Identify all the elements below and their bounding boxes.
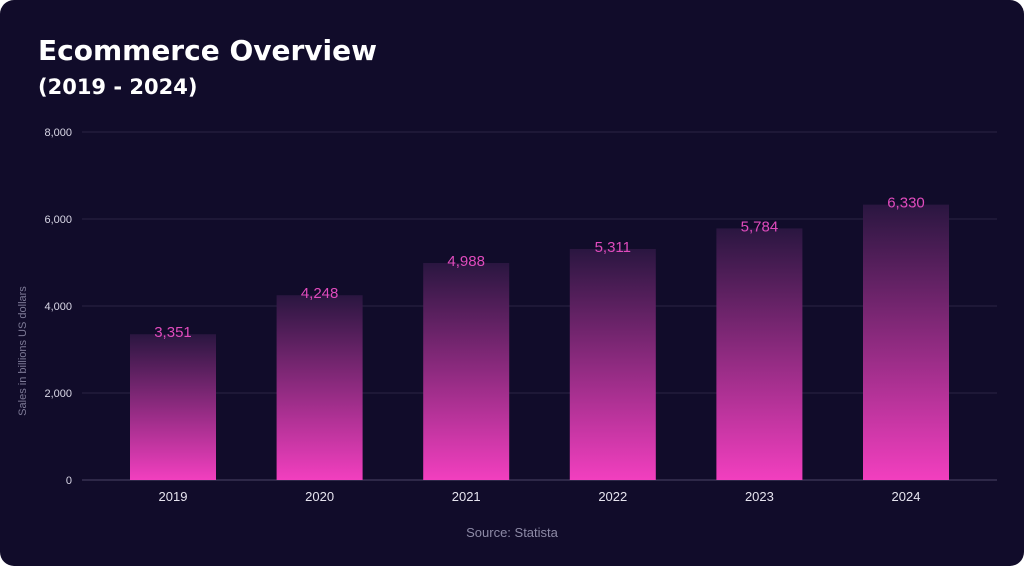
y-tick-label: 4,000	[44, 301, 72, 313]
grid-lines	[82, 131, 997, 481]
y-tick-label: 8,000	[44, 127, 72, 139]
x-tick-label-2019: 2019	[159, 489, 188, 504]
bar-2022	[569, 248, 656, 480]
chart-title: Ecommerce Overview	[38, 34, 378, 67]
data-label-2022: 5,311	[595, 239, 631, 256]
x-tick-label-2022: 2022	[598, 489, 627, 504]
x-tick-label-2024: 2024	[892, 489, 921, 504]
data-label-2020: 4,248	[301, 285, 339, 302]
bar-2019	[130, 334, 216, 480]
data-label-2024: 6,330	[887, 195, 925, 212]
bar-2024	[863, 204, 949, 480]
chart-subtitle: (2019 - 2024)	[38, 75, 198, 99]
data-label-2023: 5,784	[741, 218, 779, 235]
bar-2020	[276, 295, 363, 480]
labels: 0 2,000 4,000 6,000 8,000 3,351 2019 4,248 2020 4…	[44, 127, 924, 504]
source-note: Source: Statista	[466, 525, 558, 540]
y-tick-label: 6,000	[44, 214, 72, 226]
bar-2021	[423, 263, 510, 480]
bar-2023	[716, 228, 803, 480]
y-tick-label: 2,000	[44, 388, 72, 400]
y-axis-title: Sales in billions US dollars	[17, 286, 29, 416]
data-label-2019: 3,351	[154, 324, 192, 341]
x-tick-label-2023: 2023	[745, 489, 774, 504]
x-tick-label-2020: 2020	[305, 489, 334, 504]
bars	[130, 204, 949, 480]
x-tick-label-2021: 2021	[452, 489, 481, 504]
data-label-2021: 4,988	[447, 253, 485, 270]
y-tick-label: 0	[66, 475, 72, 487]
